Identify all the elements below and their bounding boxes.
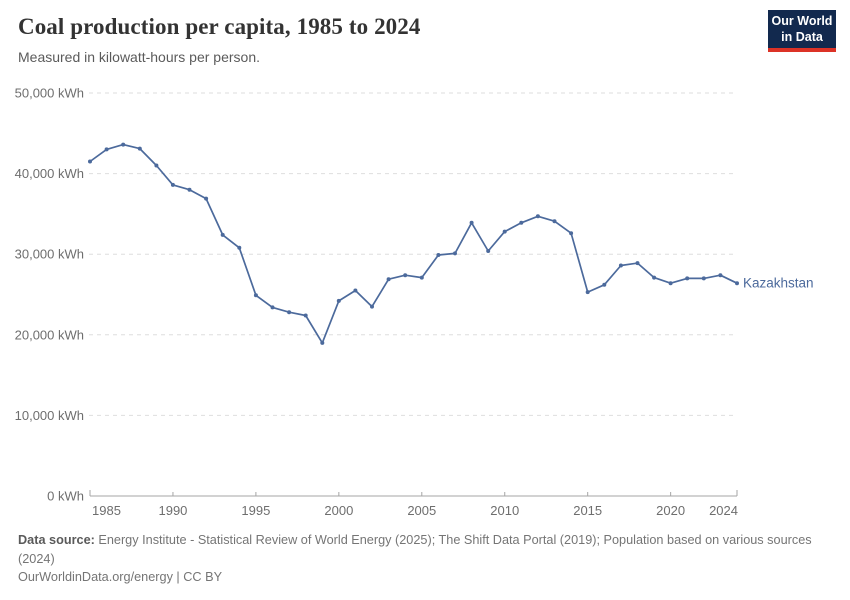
data-point-1991 [187, 187, 192, 192]
entity-label-kazakhstan: Kazakhstan [743, 276, 814, 291]
data-point-2019 [652, 275, 657, 280]
data-source-text: Energy Institute - Statistical Review of… [18, 533, 812, 566]
data-point-2013 [552, 219, 557, 224]
data-point-2005 [419, 275, 424, 280]
data-point-2015 [585, 290, 590, 295]
data-point-1996 [270, 305, 275, 310]
data-point-1993 [220, 232, 225, 237]
data-point-2022 [701, 276, 706, 281]
x-tick-label-1990: 1990 [158, 503, 187, 518]
data-point-2009 [486, 249, 491, 253]
data-point-2008 [469, 220, 474, 225]
data-point-1990 [170, 182, 175, 187]
data-point-2007 [453, 251, 457, 256]
data-point-2021 [685, 276, 690, 281]
data-point-2011 [519, 220, 524, 225]
data-point-1985 [88, 159, 92, 164]
data-source-label: Data source: [18, 533, 95, 547]
data-point-1989 [154, 163, 159, 168]
data-point-2001 [353, 288, 358, 293]
data-point-2006 [436, 253, 441, 257]
y-tick-label-50000: 50,000 kWh [15, 86, 84, 101]
data-point-2018 [635, 261, 640, 266]
license-line: OurWorldinData.org/energy | CC BY [18, 570, 223, 584]
data-point-1995 [253, 293, 258, 298]
data-point-2020 [668, 281, 673, 286]
x-tick-label-2005: 2005 [407, 503, 436, 518]
data-point-1987 [121, 142, 126, 147]
series-line-kazakhstan [89, 143, 738, 344]
data-point-1999 [320, 340, 325, 345]
x-tick-label-1985: 1985 [92, 503, 121, 518]
y-tick-label-30000: 30,000 kWh [15, 247, 84, 262]
data-point-1998 [303, 313, 308, 318]
data-point-1994 [237, 245, 242, 250]
data-point-2010 [502, 229, 507, 234]
data-point-2023 [718, 273, 723, 278]
y-tick-label-0: 0 kWh [47, 489, 84, 504]
owid-logo: Our World in Data [768, 10, 836, 52]
x-tick-label-2010: 2010 [490, 503, 519, 518]
x-tick-label-2000: 2000 [324, 503, 353, 518]
chart-footer: Data source: Energy Institute - Statisti… [18, 531, 818, 587]
chart-subtitle: Measured in kilowatt-hours per person. [18, 49, 261, 65]
owid-logo-line1: Our World [771, 13, 833, 28]
owid-logo-line2: in Data [781, 30, 823, 44]
y-tick-label-10000: 10,000 kWh [15, 408, 84, 423]
data-point-2024 [735, 281, 739, 286]
x-tick-label-2024: 2024 [709, 503, 738, 518]
data-source-line: Data source: Energy Institute - Statisti… [18, 531, 818, 568]
x-tick-label-2020: 2020 [656, 503, 685, 518]
chart-header: Coal production per capita, 1985 to 2024… [18, 14, 758, 65]
data-point-2012 [535, 214, 540, 219]
x-tick-label-1995: 1995 [241, 503, 270, 518]
data-point-1992 [204, 196, 209, 201]
data-point-2003 [386, 277, 391, 282]
data-point-1988 [137, 146, 142, 151]
data-point-2017 [618, 263, 623, 268]
data-point-1986 [104, 147, 109, 152]
data-point-2004 [403, 273, 408, 278]
data-point-2000 [336, 298, 341, 303]
data-point-2016 [602, 282, 607, 287]
x-tick-label-2015: 2015 [573, 503, 602, 518]
data-point-2002 [370, 304, 374, 309]
y-tick-label-40000: 40,000 kWh [15, 166, 84, 181]
page-title: Coal production per capita, 1985 to 2024 [18, 14, 421, 39]
y-tick-label-20000: 20,000 kWh [15, 327, 84, 342]
data-point-1997 [287, 310, 292, 315]
data-point-2014 [569, 231, 574, 236]
